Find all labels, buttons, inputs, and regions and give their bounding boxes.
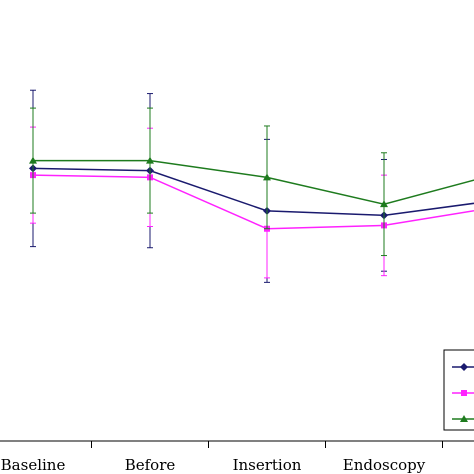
legend-marker	[461, 390, 467, 396]
legend-box	[443, 349, 474, 431]
legend-marker	[460, 415, 468, 422]
series-line	[33, 159, 474, 205]
x-tick-label: Endoscopy	[343, 456, 426, 474]
data-point	[29, 156, 37, 164]
series-1	[29, 89, 474, 283]
series-layer	[29, 89, 474, 283]
x-tick-labels: BaselineBeforeInsertionEndoscopyPos	[1, 456, 426, 474]
data-point	[146, 156, 154, 164]
x-tick-label: Baseline	[1, 456, 66, 474]
x-tick-label: Before	[125, 456, 176, 474]
x-tick-label: Insertion	[233, 456, 302, 474]
legend-marker	[460, 363, 468, 371]
x-axis: BaselineBeforeInsertionEndoscopyPos	[0, 440, 474, 474]
series-2	[30, 126, 474, 279]
data-point	[380, 200, 388, 208]
x-ticks	[91, 441, 443, 448]
data-point	[263, 173, 271, 181]
series-line	[32, 174, 474, 230]
series-3	[29, 107, 474, 257]
legend	[443, 349, 474, 431]
